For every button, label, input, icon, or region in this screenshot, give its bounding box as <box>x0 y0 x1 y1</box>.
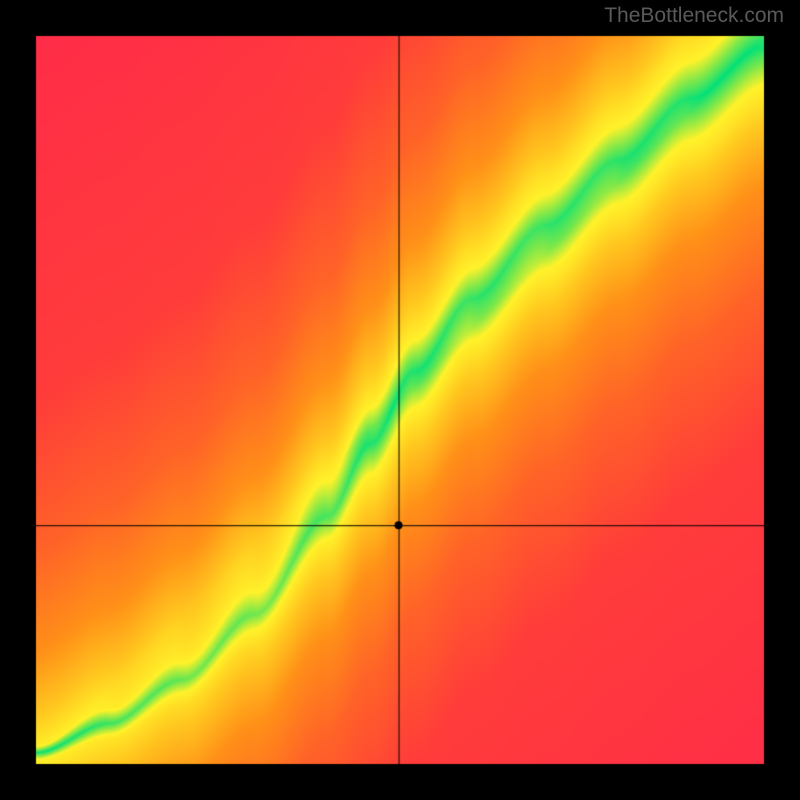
chart-container: TheBottleneck.com <box>0 0 800 800</box>
heatmap-canvas <box>0 0 800 800</box>
watermark-text: TheBottleneck.com <box>604 4 784 28</box>
